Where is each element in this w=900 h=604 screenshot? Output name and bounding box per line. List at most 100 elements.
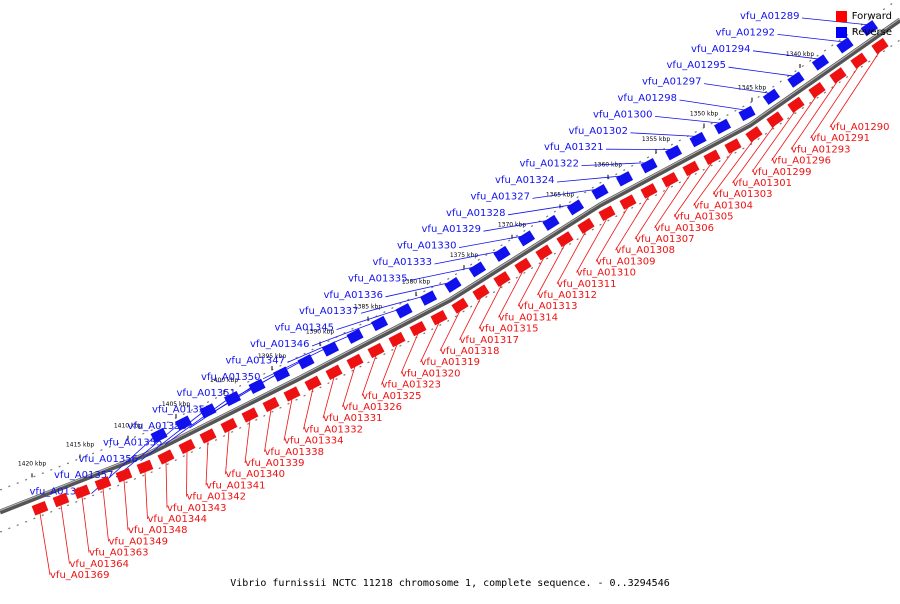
reverse-gene-mark bbox=[690, 132, 707, 147]
reverse-gene-label: vfu_A01330 bbox=[397, 241, 456, 252]
kbp-tick-label: 1350 kbp bbox=[690, 111, 718, 118]
kbp-tick-label: 1415 kbp bbox=[66, 442, 94, 449]
reverse-gene-label: vfu_A01346 bbox=[250, 339, 309, 350]
forward-gene-leader bbox=[103, 488, 109, 541]
reverse-gene-mark bbox=[739, 106, 756, 121]
forward-gene-label: vfu_A01338 bbox=[265, 447, 324, 458]
forward-gene-leader bbox=[166, 462, 167, 508]
reverse-gene-mark bbox=[444, 277, 461, 293]
reverse-gene-label: vfu_A01298 bbox=[618, 93, 677, 104]
forward-gene-label: vfu_A01309 bbox=[596, 256, 655, 267]
forward-gene-label: vfu_A01334 bbox=[284, 436, 343, 447]
reverse-gene-label: vfu_A01321 bbox=[544, 142, 603, 153]
forward-gene-label: vfu_A01296 bbox=[772, 156, 831, 167]
reverse-gene-mark bbox=[493, 246, 510, 262]
forward-gene-label: vfu_A01343 bbox=[167, 503, 226, 514]
forward-gene-label: vfu_A01313 bbox=[518, 301, 577, 312]
forward-gene-leader bbox=[206, 441, 208, 485]
forward-gene-leader bbox=[145, 472, 148, 519]
legend-item-forward: Forward bbox=[836, 8, 892, 24]
forward-gene-label: vfu_A01319 bbox=[421, 357, 480, 368]
forward-gene-leader bbox=[226, 431, 230, 475]
reverse-gene-mark bbox=[787, 72, 804, 88]
reverse-gene-label: vfu_A01322 bbox=[520, 159, 579, 170]
forward-gene-leader bbox=[284, 399, 292, 441]
forward-gene-leader bbox=[40, 513, 50, 575]
forward-gene-leader bbox=[245, 420, 250, 463]
reverse-gene-label: vfu_A01302 bbox=[569, 126, 628, 137]
kbp-tick-label: 1420 kbp bbox=[18, 460, 46, 467]
forward-gene-label: vfu_A01331 bbox=[323, 413, 382, 424]
forward-gene-label: vfu_A01344 bbox=[148, 514, 207, 525]
reverse-gene-leader bbox=[680, 100, 748, 110]
reverse-swatch bbox=[836, 27, 847, 38]
forward-gene-leader bbox=[343, 366, 356, 407]
legend-label-forward: Forward bbox=[852, 11, 892, 22]
reverse-gene-mark bbox=[371, 316, 388, 331]
reverse-gene-label: vfu_A01347 bbox=[226, 355, 285, 366]
reverse-gene-leader bbox=[459, 235, 527, 247]
reverse-gene-label: vfu_A01324 bbox=[495, 175, 554, 186]
forward-gene-label: vfu_A01349 bbox=[109, 536, 168, 547]
reverse-gene-mark bbox=[542, 215, 559, 231]
reverse-gene-leader bbox=[508, 204, 576, 215]
forward-gene-label: vfu_A01291 bbox=[811, 133, 870, 144]
forward-gene-label: vfu_A01342 bbox=[187, 492, 246, 503]
reverse-gene-label: vfu_A01328 bbox=[446, 208, 505, 219]
legend-item-reverse: Reverse bbox=[836, 24, 892, 40]
forward-gene-label: vfu_A01301 bbox=[733, 178, 792, 189]
forward-gene-label: vfu_A01326 bbox=[343, 402, 402, 413]
forward-gene-leader bbox=[265, 410, 272, 452]
reverse-gene-mark bbox=[420, 290, 437, 305]
forward-gene-leader bbox=[124, 480, 128, 530]
reverse-gene-label: vfu_A01300 bbox=[593, 109, 652, 120]
forward-gene-label: vfu_A01320 bbox=[401, 368, 460, 379]
reverse-gene-label: vfu_A01329 bbox=[422, 224, 481, 235]
reverse-gene-label: vfu_A01289 bbox=[740, 11, 799, 22]
reverse-gene-label: vfu_A01345 bbox=[275, 323, 334, 334]
forward-gene-leader bbox=[82, 497, 89, 553]
forward-gene-label: vfu_A01364 bbox=[70, 559, 129, 570]
forward-gene-label: vfu_A01314 bbox=[499, 312, 558, 323]
forward-swatch bbox=[836, 11, 847, 22]
legend: Forward Reverse bbox=[836, 8, 892, 40]
forward-gene-label: vfu_A01317 bbox=[460, 335, 519, 346]
kbp-tick-label: 1355 kbp bbox=[642, 136, 670, 143]
forward-gene-label: vfu_A01305 bbox=[674, 212, 733, 223]
forward-gene-label: vfu_A01341 bbox=[206, 480, 265, 491]
forward-gene-label: vfu_A01325 bbox=[362, 391, 421, 402]
reverse-gene-leader bbox=[410, 266, 478, 280]
reverse-gene-mark bbox=[396, 303, 413, 318]
reverse-gene-mark bbox=[641, 158, 658, 173]
reverse-gene-mark bbox=[714, 119, 731, 134]
reverse-gene-label: vfu_A01350 bbox=[201, 372, 260, 383]
reverse-gene-mark bbox=[616, 171, 633, 186]
reverse-gene-mark bbox=[812, 54, 829, 70]
forward-gene-label: vfu_A01318 bbox=[440, 346, 499, 357]
forward-gene-label: vfu_A01307 bbox=[635, 234, 694, 245]
reverse-gene-label: vfu_A01292 bbox=[716, 27, 775, 38]
reverse-gene-leader bbox=[729, 67, 797, 76]
forward-gene-label: vfu_A01323 bbox=[382, 380, 441, 391]
reverse-gene-label: vfu_A01295 bbox=[667, 60, 726, 71]
forward-gene-label: vfu_A01348 bbox=[128, 525, 187, 536]
forward-gene-label: vfu_A01363 bbox=[89, 548, 148, 559]
forward-gene-label: vfu_A01308 bbox=[616, 245, 675, 256]
map-caption: Vibrio furnissii NCTC 11218 chromosome 1… bbox=[0, 578, 900, 589]
forward-gene-label: vfu_A01299 bbox=[752, 167, 811, 178]
forward-gene-label: vfu_A01340 bbox=[226, 469, 285, 480]
reverse-gene-mark bbox=[665, 145, 682, 160]
reverse-gene-label: vfu_A01336 bbox=[324, 290, 383, 301]
forward-gene-leader bbox=[61, 505, 70, 564]
forward-gene-label: vfu_A01304 bbox=[694, 200, 753, 211]
reverse-gene-label: vfu_A01327 bbox=[471, 191, 530, 202]
forward-gene-label: vfu_A01312 bbox=[538, 290, 597, 301]
forward-gene-label: vfu_A01290 bbox=[830, 122, 889, 133]
reverse-gene-label: vfu_A01297 bbox=[642, 77, 701, 88]
reverse-gene-label: vfu_A01337 bbox=[299, 306, 358, 317]
forward-gene-label: vfu_A01332 bbox=[304, 424, 363, 435]
forward-gene-label: vfu_A01339 bbox=[245, 458, 304, 469]
reverse-gene-label: vfu_A01333 bbox=[373, 257, 432, 268]
